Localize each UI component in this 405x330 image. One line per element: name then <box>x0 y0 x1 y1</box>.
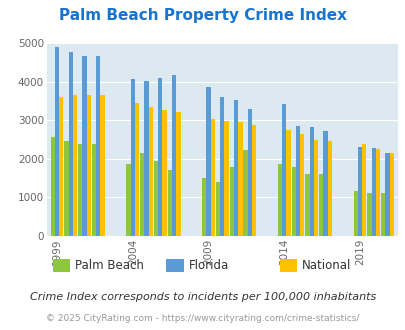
Bar <box>210 118 214 236</box>
Bar <box>73 95 77 236</box>
Bar <box>87 95 91 236</box>
Bar <box>148 107 153 236</box>
Bar <box>144 81 148 236</box>
Bar <box>206 87 210 236</box>
Bar <box>171 75 176 236</box>
Text: National: National <box>301 259 351 272</box>
Bar <box>96 56 100 236</box>
Bar <box>220 97 224 236</box>
Bar <box>371 148 375 236</box>
Bar <box>140 153 144 236</box>
Bar <box>126 164 130 236</box>
Bar <box>176 112 180 236</box>
Bar <box>295 126 299 236</box>
Bar <box>353 191 357 236</box>
Text: © 2025 CityRating.com - https://www.cityrating.com/crime-statistics/: © 2025 CityRating.com - https://www.city… <box>46 314 359 323</box>
Bar <box>323 131 327 236</box>
Bar <box>68 52 73 236</box>
Bar <box>243 150 247 236</box>
Text: Palm Beach Property Crime Index: Palm Beach Property Crime Index <box>59 8 346 23</box>
Bar <box>167 170 171 236</box>
Bar <box>277 164 281 236</box>
Bar <box>229 167 233 236</box>
Bar <box>202 178 206 236</box>
Bar <box>158 78 162 236</box>
Bar <box>327 141 331 236</box>
Bar <box>357 147 361 236</box>
Bar <box>92 144 96 236</box>
Bar <box>78 144 82 236</box>
Bar <box>252 125 256 236</box>
Bar <box>389 153 393 236</box>
Bar <box>318 174 323 236</box>
Bar <box>153 161 158 236</box>
Bar <box>59 97 63 236</box>
Bar <box>313 140 318 236</box>
Bar <box>215 182 220 236</box>
Bar <box>299 134 304 236</box>
Bar <box>162 111 166 236</box>
Text: Florida: Florida <box>188 259 228 272</box>
Bar <box>281 104 286 236</box>
Bar <box>82 56 87 236</box>
Bar <box>384 152 389 236</box>
Bar <box>361 145 366 236</box>
Bar <box>380 193 384 236</box>
Text: Palm Beach: Palm Beach <box>75 259 143 272</box>
Text: Crime Index corresponds to incidents per 100,000 inhabitants: Crime Index corresponds to incidents per… <box>30 292 375 302</box>
Bar <box>305 174 309 236</box>
Bar <box>238 122 242 236</box>
Bar <box>51 137 55 236</box>
Bar <box>100 95 104 236</box>
Bar <box>309 127 313 236</box>
Bar <box>286 130 290 236</box>
Bar <box>233 100 238 236</box>
Bar <box>64 141 68 236</box>
Bar <box>130 79 134 236</box>
Bar <box>134 103 139 236</box>
Bar <box>247 109 252 236</box>
Bar <box>291 167 295 236</box>
Bar <box>375 149 379 236</box>
Bar <box>367 193 371 236</box>
Bar <box>55 47 59 236</box>
Bar <box>224 121 228 236</box>
